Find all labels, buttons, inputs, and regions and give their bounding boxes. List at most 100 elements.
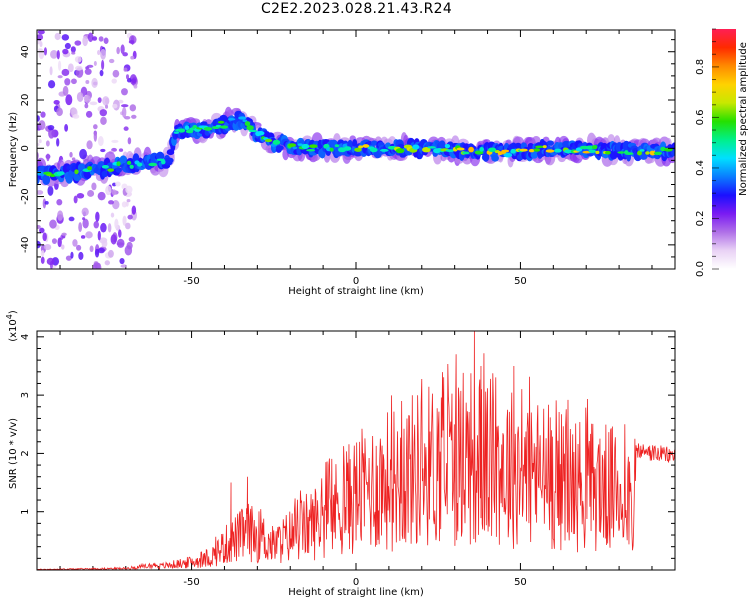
noise-speckle [47,80,56,89]
ridge-body [101,170,109,178]
ridge-core [554,148,562,153]
ridge-core [617,151,625,154]
ridge-core [272,139,281,145]
noise-speckle [50,49,58,59]
noise-speckle [47,124,55,131]
colorbar-tick-label: 0.8 [695,59,706,75]
noise-speckle [56,107,63,117]
noise-speckle [37,34,44,41]
noise-speckle [76,193,85,199]
ridge-core [329,147,334,152]
noise-speckle [84,95,91,104]
noise-speckle [122,215,127,226]
noise-speckle [38,139,42,144]
noise-speckle [118,229,122,238]
noise-speckle [120,264,127,268]
noise-speckle [100,116,107,125]
ridge-core [588,149,596,154]
ridge-core [533,148,541,152]
noise-speckle [61,232,67,237]
ridge-core [637,150,642,156]
noise-speckle [57,60,62,71]
noise-speckle [87,32,94,43]
ridge-body [491,154,499,162]
noise-speckle [62,48,69,55]
noise-speckle [107,249,114,258]
ridge-core [101,165,109,169]
noise-speckle [40,111,46,118]
noise-speckle [43,47,47,56]
ridge-core [297,143,303,146]
noise-speckle [100,148,106,153]
noise-speckle [74,56,82,63]
noise-speckle [70,251,74,259]
noise-speckle [37,142,40,147]
ridge-core [148,162,158,167]
ridge-core [288,143,297,148]
ridge-core [645,151,650,155]
ridge-core [178,128,186,133]
noise-speckle [46,153,50,162]
ridge-core [535,145,544,149]
colorbar-label: Normalized spectral amplitude [738,42,749,196]
ridge-body [530,151,538,159]
ridge-body [514,142,522,150]
noise-speckle [40,256,45,265]
ridge-core [242,119,248,123]
noise-speckle [93,81,98,86]
bot-ytick-label: 3 [20,392,31,398]
noise-speckle [67,63,74,73]
ridge-body [371,140,378,146]
noise-speckle [81,207,89,216]
bot-plot-frame [36,330,676,571]
noise-speckle [116,238,125,248]
noise-speckle [42,198,47,209]
ridge-body [562,140,571,148]
noise-speckle [62,85,69,96]
noise-speckle [75,65,83,71]
bot-y-axis-label: SNR (10 * v/v) [8,418,19,489]
ridge-core [173,131,180,134]
colorbar-gradient [712,29,736,269]
ridge-core [369,147,378,153]
noise-speckle [73,195,78,204]
noise-speckle [104,260,111,266]
noise-speckle [72,239,78,247]
noise-speckle [74,40,82,46]
ridge-core [395,148,405,154]
ridge-core [161,159,166,165]
noise-speckle [37,190,44,195]
top-ytick-label: 40 [20,45,31,58]
ridge-core [308,144,318,149]
ridge-core [306,148,316,152]
noise-speckle [85,80,90,85]
ridge-core [585,145,594,150]
ridge-core [248,129,258,133]
noise-speckle [64,123,69,132]
bot-xtick-label: 50 [514,577,527,588]
noise-speckle [97,136,104,147]
ridge-core [595,150,600,155]
noise-speckle [115,181,121,187]
bot-x-axis-label: Height of straight line (km) [288,587,424,598]
noise-speckle [97,247,105,254]
ridge-core [74,169,79,175]
noise-speckle [82,35,88,47]
ridge-core [468,146,474,153]
ridge-core [479,147,485,152]
top-xtick-label: 0 [353,276,359,287]
noise-speckle [124,116,131,120]
ridge-core [126,160,132,165]
noise-speckle [85,110,93,118]
noise-speckle [100,222,107,233]
ridge-core [624,152,634,156]
ridge-core [301,143,310,149]
noise-speckle [118,148,124,152]
ridge-core [244,121,251,127]
ridge-body [352,139,358,148]
noise-speckle [72,114,80,119]
spectrogram-panel: -50 0 50 -40 -20 0 20 40 Height of straight line… [8,29,676,297]
noise-speckle [40,250,45,257]
noise-speckle [82,218,89,229]
ridge-core [456,147,465,151]
